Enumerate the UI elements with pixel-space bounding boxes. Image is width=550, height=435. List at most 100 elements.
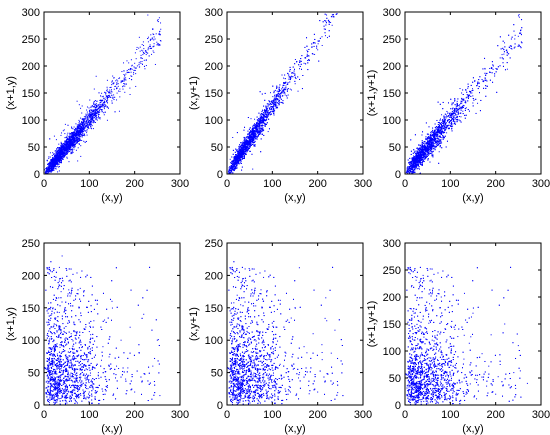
data-point [51,162,53,164]
data-point [68,144,70,146]
data-point [104,100,106,102]
data-point [259,123,261,125]
data-point [330,6,331,7]
data-point [52,169,54,171]
data-point [150,34,152,36]
data-point [122,85,124,87]
data-point [74,139,76,141]
data-point [90,125,92,127]
data-point [63,155,65,157]
data-point [248,142,250,144]
data-point [276,85,278,87]
data-point [260,121,262,123]
data-point [247,143,249,145]
data-point [64,137,66,139]
data-point [125,73,127,75]
data-point [86,124,88,126]
data-point [264,123,266,125]
data-point [257,123,259,125]
data-point [261,119,263,121]
data-point [91,105,93,107]
data-point [59,151,61,153]
data-point [106,86,108,88]
data-point [73,134,75,136]
data-point [249,132,251,134]
data-point [242,157,244,159]
data-point [235,165,237,167]
data-point [64,153,66,155]
data-point [236,164,238,166]
data-point [58,143,60,145]
data-point [143,48,145,50]
data-point [233,168,235,170]
data-point [236,150,238,152]
data-point [122,86,124,88]
data-point [68,139,70,141]
data-point [307,62,309,64]
data-point [67,149,69,151]
data-point [129,93,131,95]
data-point [93,103,95,105]
data-point [262,116,264,118]
data-point [79,127,81,129]
data-point [65,149,67,151]
data-point [111,94,113,96]
data-point [154,38,156,40]
data-point [123,80,125,82]
data-point [69,135,71,137]
data-point [343,0,344,1]
data-point [269,107,271,109]
data-point [101,92,103,94]
data-point [101,104,103,106]
data-point [228,176,229,177]
data-point [70,140,72,142]
data-point [52,161,54,163]
data-point [53,157,55,159]
data-point [152,50,154,52]
data-point [88,120,90,122]
data-point [65,141,67,143]
data-point [64,149,66,151]
data-point [330,16,332,18]
data-point [111,89,112,91]
data-point [267,106,269,108]
data-point [272,108,274,110]
data-point [283,77,285,79]
data-point [89,115,91,117]
data-point [256,125,258,127]
data-point [284,89,286,91]
data-point [53,185,54,186]
data-point [259,113,261,115]
data-point [260,130,262,132]
data-point [273,104,275,106]
data-point [234,151,236,153]
data-point [157,43,159,45]
data-point [71,144,73,146]
data-point [153,39,155,41]
data-point [145,54,147,56]
data-point [251,138,253,140]
data-point [79,130,81,132]
data-point [314,38,316,40]
data-point [250,142,252,144]
data-point [76,132,78,134]
data-point [92,112,94,114]
data-point [85,115,87,117]
data-point [237,154,239,156]
data-point [273,110,275,112]
x-tick-label: 100 [80,178,98,190]
data-point [103,102,105,104]
data-point [306,55,308,57]
data-point [242,146,244,148]
data-point [273,99,275,101]
data-point [107,102,109,104]
data-point [93,101,95,103]
data-point [156,44,158,46]
data-point [256,116,258,118]
data-point [307,55,309,57]
data-point [105,92,107,94]
data-point [285,82,287,84]
data-point [255,127,257,129]
data-point [80,126,82,128]
data-point [58,158,60,160]
